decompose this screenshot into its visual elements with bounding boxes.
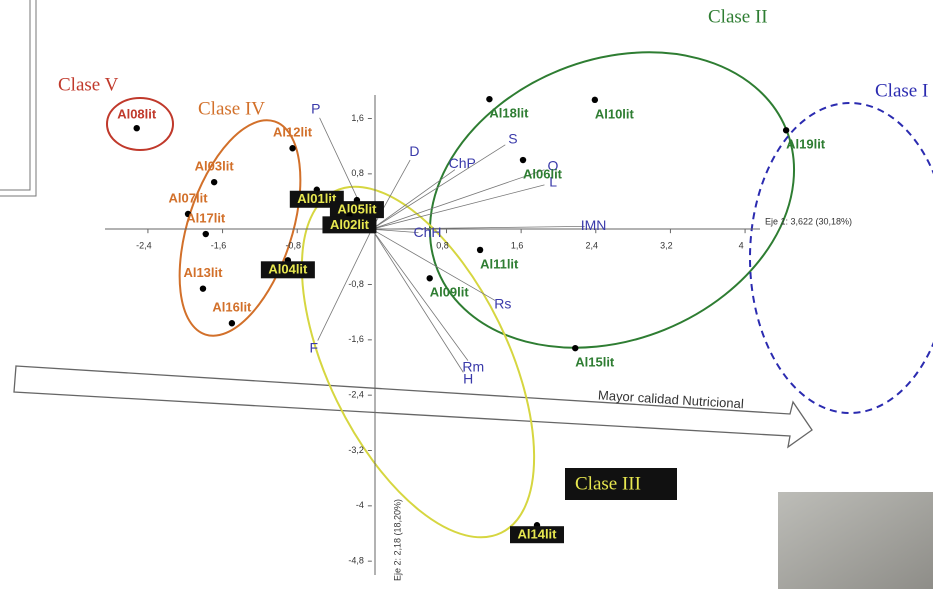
y-tick-label: -3,2 [348,445,364,455]
point-label: Al03lit [195,159,235,174]
x-axis-title: Eje 1: 3,622 (30,18%) [765,216,852,226]
point-label: Al18lit [489,106,529,121]
point-label: Al15lit [575,355,615,370]
vector-label: Rm [462,359,484,375]
y-tick-label: -0,8 [348,279,364,289]
class-ellipse [749,102,933,414]
vector-label: L [549,173,557,189]
loading-vector [371,169,545,230]
loading-vector [371,228,496,301]
point-label: Al14lit [517,527,557,542]
point-label: Al10lit [595,106,635,121]
point-label: Al07lit [169,190,209,205]
class-ellipse [106,97,174,151]
data-point [426,275,433,282]
class-label: Clase III [575,473,641,494]
point-label: Al04lit [260,261,315,279]
loading-vector [371,184,545,230]
point-label: Al05lit [329,201,384,219]
y-tick-label: -4,8 [348,556,364,566]
y-tick-label: 0,8 [351,168,364,178]
data-point [591,96,599,104]
point-label: Al01lit [297,191,337,206]
point-label-box [510,526,565,544]
loading-vector [371,169,456,230]
loading-vector [371,144,506,230]
class-label: Clase IV [198,98,265,119]
loading-vector [371,226,585,230]
vector-label: ChH [413,224,441,240]
point-label: Al16lit [212,300,252,315]
vector-label: F [310,339,319,355]
point-label: Al17lit [186,210,226,225]
x-tick-label: 1,6 [511,241,524,251]
vector-label: O [548,157,559,173]
point-label-box [322,216,377,234]
x-tick-label: -1,6 [211,241,227,251]
loading-vector [371,228,464,373]
point-label: Al05lit [337,202,377,217]
point-label-box [329,201,384,219]
vector-label: ChP [449,155,476,171]
vector-label: Rs [494,296,511,312]
point-label: Al12lit [273,125,313,140]
class-ellipse [178,119,302,337]
point-label: Al08lit [117,107,157,122]
arrow [13,365,813,449]
point-label: Al06lit [523,166,563,181]
point-label: Al02lit [330,217,370,232]
vector-label: S [508,131,517,147]
loading-vector [371,228,469,361]
loading-vector [371,228,419,234]
x-tick-label: -2,4 [136,241,152,251]
x-tick-label: 0,8 [436,241,449,251]
data-point [486,95,493,103]
data-point [184,210,192,218]
data-point [210,178,218,186]
loading-vector [371,159,411,230]
vector-label: P [311,100,320,116]
vector-label: D [409,143,419,159]
x-tick-label: -0,8 [285,241,301,251]
x-tick-label: 2,4 [586,241,599,251]
data-point [519,156,527,164]
class-label: Clase V [58,74,119,95]
y-axis-title: Eje 2: 2,18 (18,20%) [392,499,402,581]
data-point [199,285,207,292]
point-label: Al04lit [268,262,308,277]
x-tick-label: 4 [739,241,744,251]
data-point [572,344,579,352]
data-point [202,230,209,238]
point-label: Al19lit [786,137,826,152]
y-tick-label: -4 [356,500,364,510]
vector-label: IMN [581,217,607,233]
class-label: Clase I [875,80,928,101]
data-point [289,145,296,152]
data-point [782,127,790,134]
data-point [228,320,236,327]
class-label-box [565,468,677,500]
vector-label: H [463,371,473,387]
point-label: Al02lit [322,216,377,234]
y-tick-label: -1,6 [348,334,364,344]
data-point [476,246,484,254]
point-label-box [260,261,315,279]
y-tick-label: -2,4 [348,390,364,400]
y-tick-label: 1,6 [351,113,364,123]
point-label: Al11lit [480,256,519,271]
point-label: Al09lit [430,285,470,300]
class-label: Clase II [708,6,768,27]
loading-vector [317,229,373,341]
point-label: Al13lit [183,265,223,280]
frame [0,0,37,197]
x-tick-label: 3,2 [660,241,673,251]
point-label: Al14lit [510,526,565,544]
photo [778,492,933,589]
data-point [133,124,140,132]
class-ellipse [300,185,536,539]
